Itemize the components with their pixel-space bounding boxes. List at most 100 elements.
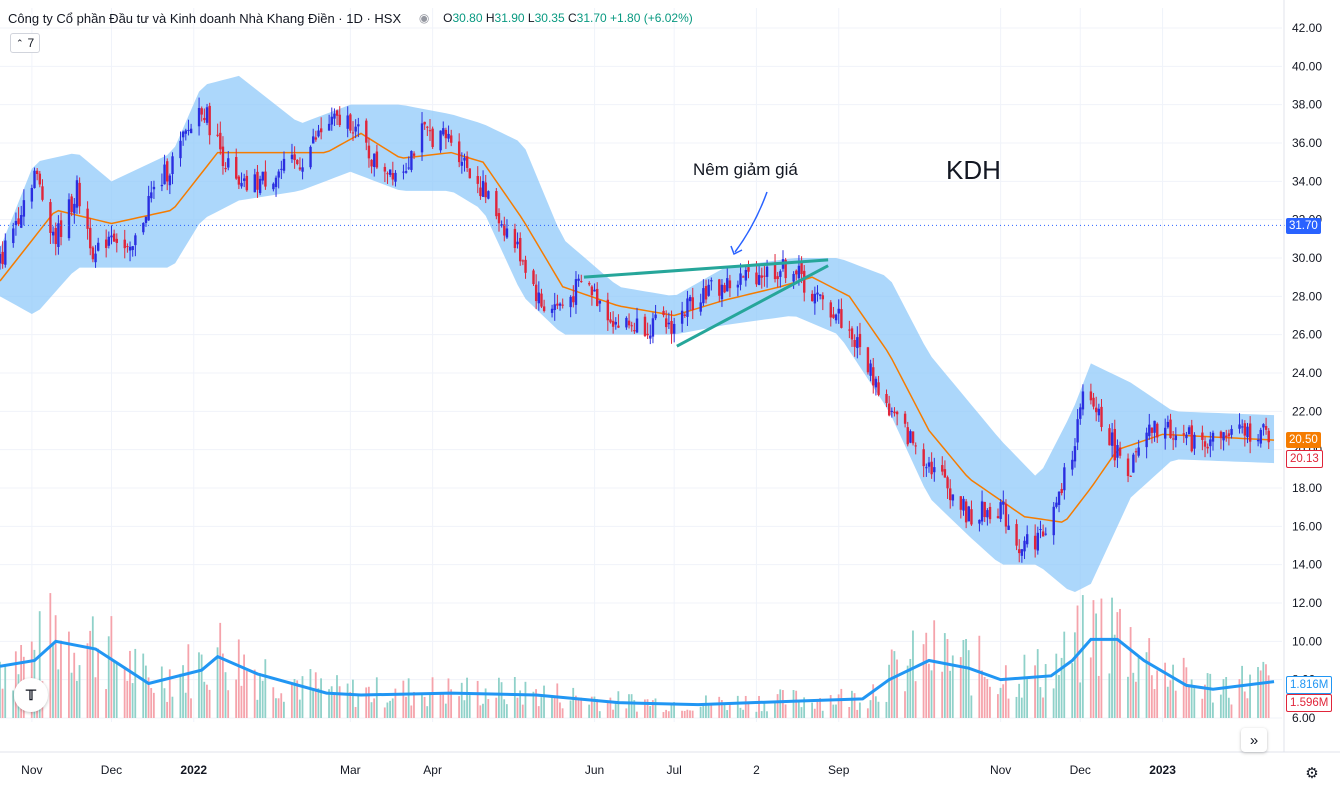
candle-body	[885, 394, 888, 404]
candle-body	[1052, 506, 1055, 536]
volume-bar	[625, 708, 628, 718]
volume-bar	[123, 666, 126, 718]
volume-bar	[742, 709, 744, 718]
volume-bar	[535, 689, 537, 718]
candle-body	[386, 173, 389, 175]
candle-body	[561, 304, 564, 306]
volume-bar	[927, 663, 930, 718]
volume-bar	[1060, 657, 1063, 718]
candle-body	[720, 284, 724, 300]
volume-bar	[962, 639, 965, 718]
tradingview-logo[interactable]: 𝕋	[14, 678, 48, 712]
candle-body	[1134, 451, 1138, 453]
volume-bar	[166, 701, 169, 718]
candle-body	[590, 286, 594, 296]
candle-body	[126, 246, 129, 248]
volume-bar	[298, 699, 301, 718]
volume-bar	[466, 677, 468, 718]
volume-bar	[943, 633, 946, 718]
volume-bar	[290, 682, 293, 718]
candle-body	[1118, 447, 1122, 456]
candle-body	[500, 224, 503, 226]
candle-body	[49, 202, 52, 233]
volume-bar	[649, 706, 652, 718]
price-tick-label: 40.00	[1292, 59, 1322, 73]
volume-bar	[1225, 677, 1228, 718]
candle-body	[1193, 434, 1196, 449]
candle-body	[1171, 438, 1175, 440]
candle-body	[795, 270, 798, 275]
volume-bar	[450, 689, 453, 718]
candle-body	[776, 276, 779, 280]
wedge-trendline	[676, 264, 829, 348]
candle-body	[426, 126, 429, 128]
volume-bar	[593, 696, 596, 718]
candle-body	[1262, 424, 1265, 428]
candle-body	[1089, 391, 1093, 401]
candle-body	[1174, 435, 1178, 441]
candle-body	[964, 501, 968, 523]
candle-body	[763, 275, 766, 277]
symbol-title[interactable]: Công ty Cổ phần Đầu tư và Kinh doanh Nhà…	[8, 10, 402, 26]
candle-body	[532, 270, 535, 285]
candle-body	[765, 266, 769, 277]
candle-body	[903, 413, 907, 424]
candle-body	[1222, 432, 1225, 441]
volume-bar	[184, 692, 187, 718]
eye-icon[interactable]: ◉	[418, 11, 430, 25]
volume-bar	[1169, 680, 1172, 718]
volume-bar	[949, 670, 952, 718]
candle-body	[505, 228, 509, 238]
time-tick-label: Mar	[340, 763, 361, 777]
volume-bar	[160, 666, 163, 718]
candle-body	[893, 411, 896, 414]
volume-bar	[245, 671, 248, 718]
candle-body	[1036, 532, 1040, 551]
volume-bar	[447, 678, 450, 718]
volume-bar	[1063, 631, 1066, 718]
candle-body	[588, 283, 591, 285]
volume-bar	[216, 647, 219, 718]
candle-body	[906, 427, 909, 445]
indicator-count: 7	[27, 36, 35, 50]
candle-body	[834, 314, 838, 321]
candle-body	[30, 187, 34, 202]
candle-body	[128, 246, 132, 251]
candle-body	[1095, 407, 1098, 413]
volume-bar	[1034, 665, 1036, 718]
pattern-label[interactable]: Nêm giảm giá	[693, 160, 798, 179]
volume-bar	[665, 709, 668, 718]
candle-body	[1243, 423, 1247, 436]
candle-body	[375, 151, 379, 168]
candle-body	[89, 227, 92, 249]
ticker-label[interactable]: KDH	[946, 155, 1001, 185]
volume-bar	[874, 696, 877, 718]
volume-ma-tag: 1.816M	[1286, 676, 1333, 694]
volume-bar	[1190, 679, 1193, 718]
price-tick-label: 18.00	[1292, 481, 1322, 495]
gear-icon[interactable]: ⚙	[1305, 765, 1319, 782]
volume-ma-line	[0, 637, 1275, 707]
candle-body	[986, 510, 989, 518]
candle-body	[410, 150, 413, 170]
volume-bar	[1108, 673, 1111, 718]
volume-bar	[134, 648, 137, 718]
volume-bar	[912, 630, 914, 718]
candle-body	[412, 153, 416, 156]
band-price-tag: 20.13	[1286, 450, 1323, 468]
candle-body	[487, 191, 490, 199]
candle-body	[484, 182, 487, 198]
candle-body	[503, 224, 506, 236]
volume-bar	[407, 678, 410, 718]
price-tick-label: 28.00	[1292, 289, 1322, 303]
candle-body	[702, 288, 705, 304]
candle-body	[272, 183, 275, 190]
candle-body	[850, 328, 854, 340]
volume-bar	[1039, 687, 1042, 718]
indicators-toggle-button[interactable]: ⌃ 7	[10, 33, 41, 53]
scroll-to-realtime-button[interactable]: »	[1241, 728, 1267, 752]
volume-bar	[328, 689, 330, 718]
candle-body	[476, 176, 479, 184]
volume-bar	[614, 702, 617, 718]
